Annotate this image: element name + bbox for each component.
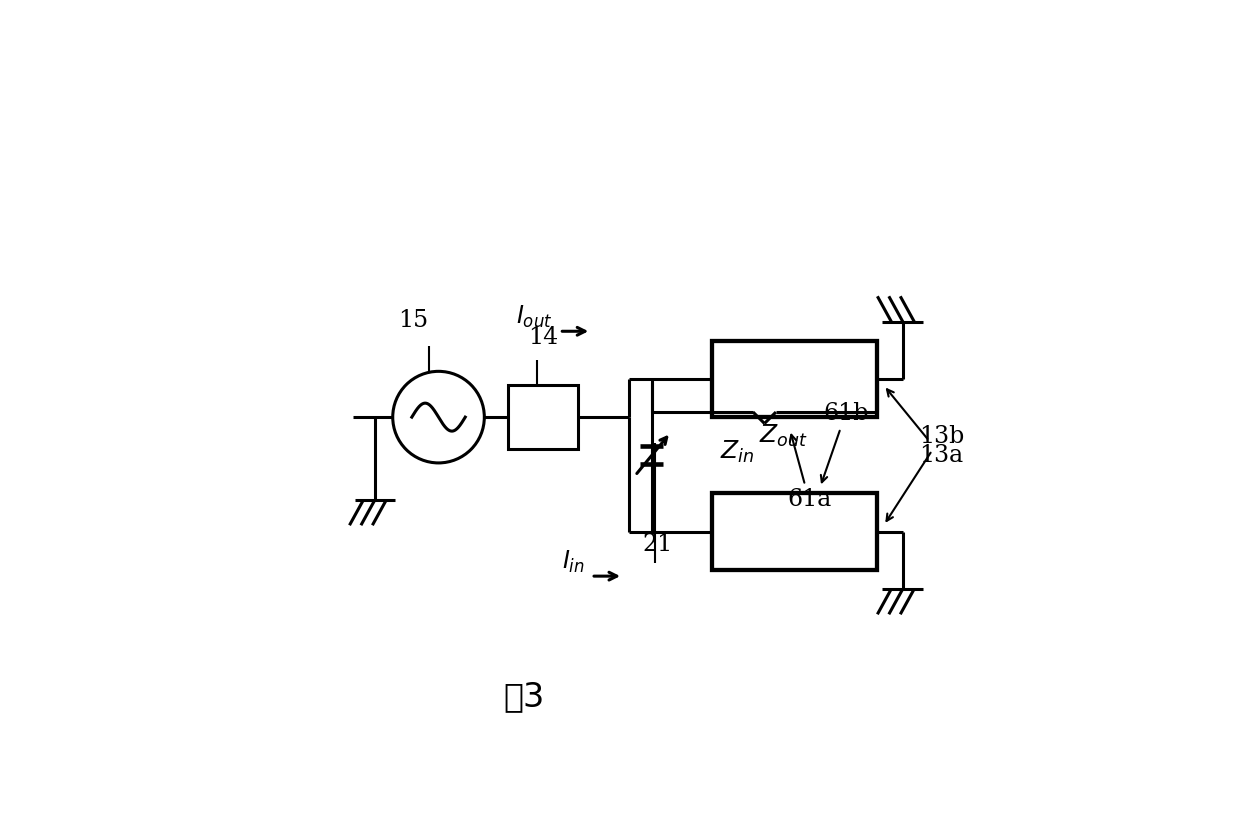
- Bar: [509, 385, 578, 449]
- Text: 13a: 13a: [888, 389, 963, 467]
- Text: 61b: 61b: [821, 402, 869, 482]
- Text: $\mathit{Z}_{in}$: $\mathit{Z}_{in}$: [720, 439, 754, 465]
- Text: $\mathit{I}_{out}$: $\mathit{I}_{out}$: [516, 304, 553, 330]
- Text: $\mathit{I}_{in}$: $\mathit{I}_{in}$: [562, 548, 585, 575]
- Bar: [713, 493, 878, 570]
- Bar: [713, 341, 878, 417]
- Text: 15: 15: [398, 309, 428, 332]
- Text: $\mathit{Z}_{out}$: $\mathit{Z}_{out}$: [759, 423, 808, 449]
- Text: 图3: 图3: [504, 681, 545, 714]
- Text: 13b: 13b: [886, 425, 964, 521]
- Text: 14: 14: [529, 326, 559, 349]
- Text: 61a: 61a: [787, 434, 831, 511]
- Text: 21: 21: [643, 533, 674, 556]
